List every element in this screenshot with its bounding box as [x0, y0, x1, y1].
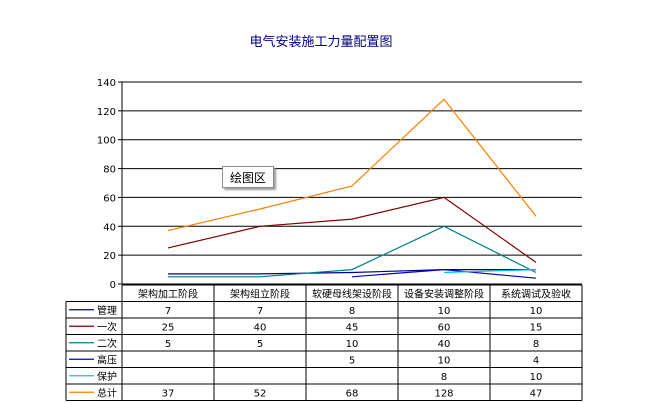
plot-area-tooltip: 绘图区 [222, 166, 274, 188]
data-label-2-3: 40 [438, 339, 451, 350]
y-tick-label-40: 40 [103, 222, 116, 233]
data-label-0-4: 10 [530, 306, 543, 317]
series-line-0 [168, 269, 536, 275]
data-label-4-4: 10 [530, 372, 543, 383]
series-line-5 [167, 98, 537, 232]
y-tick-label-20: 20 [103, 251, 116, 262]
data-label-4-3: 8 [441, 372, 447, 383]
series-line-3 [351, 268, 537, 279]
data-label-0-0: 7 [165, 306, 171, 317]
data-label-1-3: 60 [438, 322, 451, 333]
data-label-1-1: 40 [254, 322, 267, 333]
y-tick-label-60: 60 [103, 193, 116, 204]
y-tick-label-100: 100 [97, 136, 116, 147]
legend-label-4: 保护 [97, 370, 117, 383]
data-label-2-2: 10 [346, 339, 359, 350]
y-tick-label-120: 120 [97, 107, 116, 118]
y-tick-label-140: 140 [97, 78, 116, 89]
data-label-3-4: 4 [533, 355, 539, 366]
category-label-2: 软硬母线架设阶段 [312, 288, 392, 301]
data-label-0-2: 8 [349, 306, 355, 317]
data-label-5-4: 47 [530, 388, 543, 399]
data-label-0-1: 7 [257, 306, 263, 317]
data-label-2-0: 5 [165, 339, 171, 350]
legend-label-1: 一次 [97, 320, 117, 333]
series-line-4 [443, 269, 537, 274]
data-label-5-2: 68 [346, 388, 359, 399]
data-label-1-4: 15 [530, 322, 543, 333]
data-label-1-2: 45 [346, 322, 359, 333]
data-label-2-4: 8 [533, 339, 539, 350]
category-label-3: 设备安装调整阶段 [404, 288, 484, 301]
category-label-0: 架构加工阶段 [138, 288, 198, 301]
series-lines [167, 98, 537, 279]
category-label-4: 系统调试及验收 [501, 288, 571, 301]
data-label-5-0: 37 [162, 388, 175, 399]
legend-label-2: 二次 [97, 337, 117, 350]
data-label-2-1: 5 [257, 339, 263, 350]
data-label-1-0: 25 [162, 322, 175, 333]
legend-label-0: 管理 [97, 304, 117, 317]
grid-lines [118, 81, 582, 285]
category-label-1: 架构组立阶段 [230, 288, 290, 301]
legend-label-3: 高压 [97, 353, 117, 366]
data-label-0-3: 10 [438, 306, 451, 317]
chart-title: 电气安装施工力量配置图 [249, 34, 392, 50]
series-line-1 [167, 196, 537, 263]
y-axis-ticks: 0 20 40 60 80 100 120 140 [97, 78, 116, 291]
data-label-3-2: 5 [349, 355, 355, 366]
data-label-3-3: 10 [438, 355, 451, 366]
series-line-2 [168, 225, 537, 278]
y-tick-label-0: 0 [110, 280, 116, 291]
y-tick-label-80: 80 [103, 165, 116, 176]
data-label-5-1: 52 [254, 388, 267, 399]
legend-label-5: 总计 [97, 386, 117, 399]
data-label-5-3: 128 [434, 388, 453, 399]
